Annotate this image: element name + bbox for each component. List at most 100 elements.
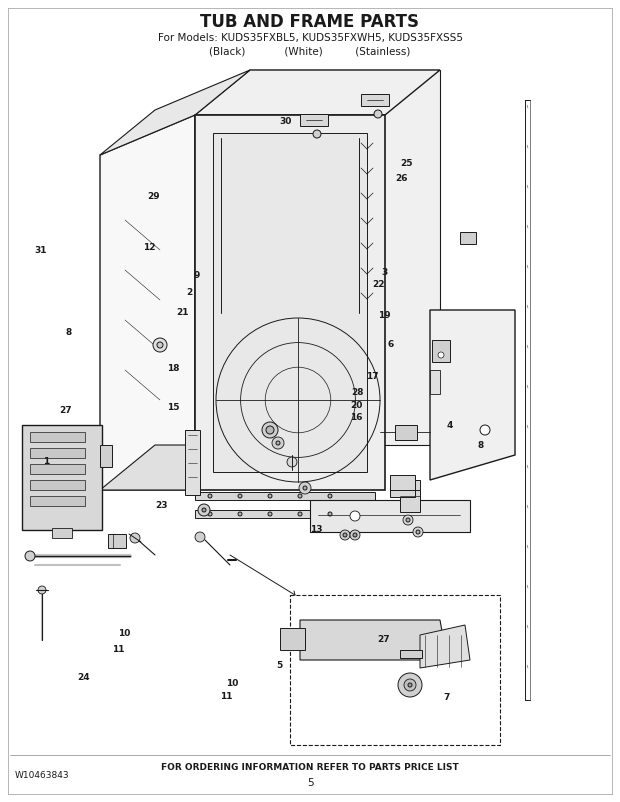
Circle shape — [413, 527, 423, 537]
Text: 31: 31 — [34, 245, 46, 255]
Bar — [30, 496, 85, 506]
Text: 20: 20 — [350, 400, 363, 410]
Polygon shape — [300, 620, 445, 660]
Bar — [395, 425, 417, 440]
Polygon shape — [195, 70, 440, 115]
Text: 5: 5 — [276, 661, 282, 670]
Circle shape — [272, 437, 284, 449]
Bar — [195, 510, 375, 518]
Circle shape — [266, 426, 274, 434]
Circle shape — [25, 551, 35, 561]
Text: 26: 26 — [396, 173, 408, 183]
Circle shape — [262, 422, 278, 438]
Text: (Black)            (White)          (Stainless): (Black) (White) (Stainless) — [210, 46, 410, 56]
Polygon shape — [100, 115, 195, 490]
Bar — [430, 370, 440, 394]
Bar — [185, 430, 200, 495]
Text: For Models: KUDS35FXBL5, KUDS35FXWH5, KUDS35FXSS5: For Models: KUDS35FXBL5, KUDS35FXWH5, KU… — [157, 33, 463, 43]
Circle shape — [403, 515, 413, 525]
Text: 11: 11 — [220, 691, 232, 701]
Circle shape — [38, 586, 46, 594]
Bar — [22, 425, 102, 530]
Circle shape — [276, 441, 280, 445]
Bar — [30, 432, 85, 442]
Circle shape — [406, 518, 410, 522]
Text: 16: 16 — [350, 412, 363, 422]
Polygon shape — [395, 628, 430, 658]
Text: 18: 18 — [167, 364, 180, 374]
Bar — [310, 500, 470, 532]
Circle shape — [198, 504, 210, 516]
Bar — [52, 528, 72, 538]
Bar — [361, 94, 389, 106]
Circle shape — [350, 511, 360, 521]
Circle shape — [238, 494, 242, 498]
Bar — [30, 464, 85, 474]
Circle shape — [408, 683, 412, 687]
Circle shape — [398, 673, 422, 697]
Bar — [100, 445, 112, 467]
Bar — [30, 480, 85, 490]
Text: 22: 22 — [372, 280, 384, 290]
Circle shape — [416, 530, 420, 534]
Bar — [30, 448, 85, 458]
Text: 6: 6 — [388, 340, 394, 350]
Text: 17: 17 — [366, 372, 378, 382]
Text: 5: 5 — [307, 778, 313, 788]
Text: 10: 10 — [118, 629, 130, 638]
Bar — [400, 480, 420, 512]
Text: 12: 12 — [143, 242, 155, 252]
Circle shape — [438, 352, 444, 358]
Circle shape — [404, 679, 416, 691]
Text: 10: 10 — [226, 678, 239, 688]
Circle shape — [350, 530, 360, 540]
Polygon shape — [195, 115, 385, 490]
Text: 9: 9 — [194, 270, 200, 280]
Circle shape — [340, 530, 350, 540]
Circle shape — [157, 342, 163, 348]
Text: 4: 4 — [446, 420, 453, 430]
Circle shape — [153, 338, 167, 352]
Bar — [213, 133, 367, 472]
Text: 27: 27 — [59, 406, 71, 415]
Text: 11: 11 — [112, 645, 124, 654]
Text: 3: 3 — [381, 268, 388, 277]
Circle shape — [208, 494, 212, 498]
Circle shape — [480, 425, 490, 435]
Polygon shape — [100, 70, 250, 155]
Circle shape — [195, 532, 205, 542]
Bar — [432, 340, 450, 362]
Circle shape — [287, 457, 297, 467]
Polygon shape — [100, 445, 250, 490]
Circle shape — [298, 494, 302, 498]
Text: 23: 23 — [155, 500, 167, 510]
Bar — [108, 534, 126, 548]
Text: 25: 25 — [400, 159, 412, 168]
Text: 30: 30 — [279, 117, 291, 127]
Text: FOR ORDERING INFORMATION REFER TO PARTS PRICE LIST: FOR ORDERING INFORMATION REFER TO PARTS … — [161, 764, 459, 772]
Text: 7: 7 — [443, 693, 449, 703]
Text: 13: 13 — [310, 525, 322, 534]
Circle shape — [268, 494, 272, 498]
Circle shape — [303, 486, 307, 490]
Circle shape — [202, 508, 206, 512]
Polygon shape — [420, 625, 470, 668]
Bar — [400, 650, 422, 658]
Bar — [300, 114, 328, 126]
Text: 2: 2 — [186, 288, 192, 298]
Circle shape — [208, 512, 212, 516]
Circle shape — [353, 533, 357, 537]
Text: 8: 8 — [477, 440, 484, 450]
Text: W10463843: W10463843 — [15, 771, 69, 780]
Text: 21: 21 — [177, 308, 189, 318]
Text: 27: 27 — [377, 635, 389, 645]
Circle shape — [299, 482, 311, 494]
Text: TUB AND FRAME PARTS: TUB AND FRAME PARTS — [200, 13, 420, 31]
Bar — [460, 232, 476, 244]
Text: 28: 28 — [351, 388, 363, 398]
Circle shape — [328, 512, 332, 516]
Text: 19: 19 — [378, 310, 391, 320]
Circle shape — [268, 512, 272, 516]
Circle shape — [313, 130, 321, 138]
Polygon shape — [250, 70, 440, 445]
